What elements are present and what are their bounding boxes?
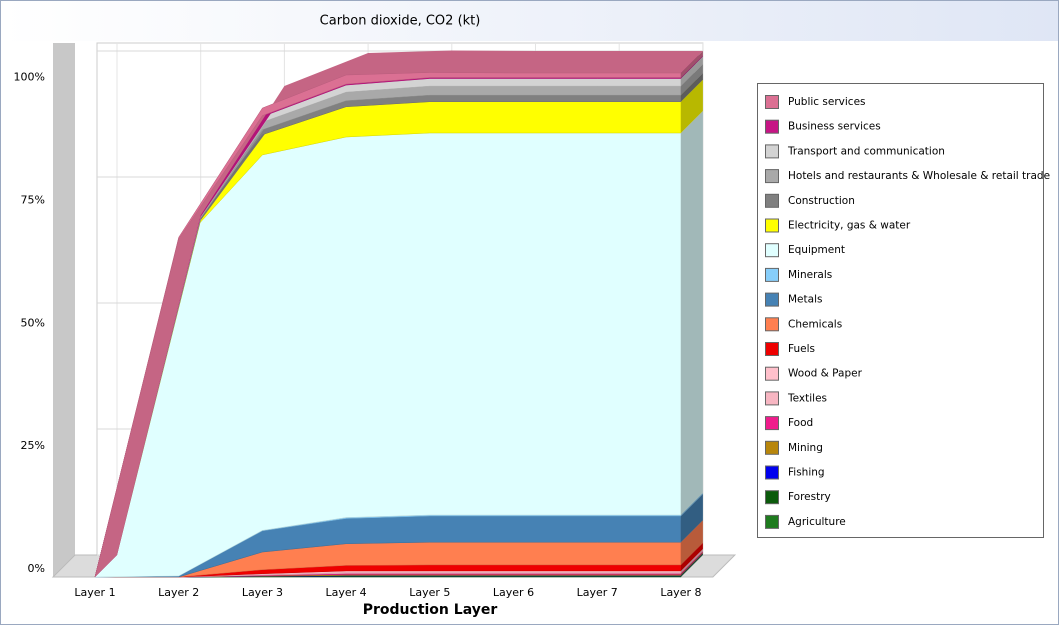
- area-side: [680, 548, 703, 573]
- y-tick-label: 0%: [28, 562, 45, 575]
- legend-swatch: [765, 144, 779, 159]
- legend-label: Mining: [788, 442, 823, 454]
- title-bar: [1, 1, 1058, 41]
- legend-swatch: [765, 366, 779, 381]
- x-tick-label: Layer 1: [74, 586, 115, 599]
- legend-swatch: [765, 465, 779, 480]
- legend-swatch: [765, 514, 779, 529]
- legend-label: Metals: [788, 294, 822, 306]
- legend-label: Forestry: [788, 491, 831, 503]
- y-tick-label: 75%: [21, 193, 45, 206]
- x-tick-label: Layer 6: [493, 586, 534, 599]
- chart-title: Carbon dioxide, CO2 (kt): [320, 14, 481, 29]
- legend-swatch: [765, 243, 779, 258]
- left-wall: [53, 43, 75, 577]
- y-tick-label: 25%: [21, 439, 45, 452]
- x-axis-title: Production Layer: [363, 602, 498, 618]
- x-tick-label: Layer 4: [326, 586, 367, 599]
- legend: [757, 83, 1044, 538]
- area-side: [680, 79, 703, 133]
- x-tick-label: Layer 7: [577, 586, 618, 599]
- x-tick-label: Layer 3: [242, 586, 283, 599]
- legend-label: Fuels: [788, 343, 815, 355]
- legend-swatch: [765, 193, 779, 208]
- x-tick-label: Layer 2: [158, 586, 199, 599]
- legend-label: Textiles: [787, 392, 827, 404]
- legend-label: Transport and communication: [787, 145, 945, 157]
- legend-swatch: [765, 267, 779, 282]
- x-tick-label: Layer 8: [660, 586, 701, 599]
- legend-swatch: [765, 416, 779, 431]
- area-side: [680, 494, 703, 543]
- area-side: [680, 551, 703, 575]
- y-tick-label: 50%: [21, 316, 45, 329]
- legend-label: Electricity, gas & water: [788, 220, 911, 232]
- legend-swatch: [765, 391, 779, 406]
- area-side: [680, 73, 703, 102]
- legend-swatch: [765, 440, 779, 455]
- area-side: [680, 51, 703, 78]
- area-side: [680, 550, 703, 574]
- legend-swatch: [765, 119, 779, 134]
- legend-label: Construction: [788, 195, 855, 207]
- legend-label: Public services: [788, 96, 866, 108]
- legend-swatch: [765, 95, 779, 109]
- area-side: [680, 552, 703, 576]
- legend-label: Minerals: [788, 269, 832, 281]
- legend-swatch: [765, 218, 779, 233]
- legend-label: Business services: [788, 121, 881, 133]
- area-side: [680, 542, 703, 571]
- area-side: [680, 554, 703, 577]
- legend-swatch: [765, 169, 779, 184]
- legend-label: Agriculture: [788, 516, 846, 528]
- legend-label: Equipment: [788, 244, 845, 256]
- legend-label: Wood & Paper: [788, 368, 863, 380]
- area-side: [680, 56, 703, 87]
- area-side: [680, 493, 703, 517]
- x-tick-label: Layer 5: [409, 586, 450, 599]
- legend-label: Fishing: [788, 467, 825, 479]
- area-side: [680, 553, 703, 576]
- area-side: [680, 55, 703, 79]
- legend-swatch: [765, 292, 779, 307]
- area-side: [680, 520, 703, 565]
- area-side: [680, 64, 703, 96]
- y-tick-label: 100%: [14, 71, 45, 84]
- legend-label: Food: [788, 417, 813, 429]
- legend-label: Chemicals: [788, 318, 842, 330]
- legend-swatch: [765, 342, 779, 356]
- legend-swatch: [765, 490, 779, 505]
- legend-label: Hotels and restaurants & Wholesale & ret…: [788, 170, 1050, 182]
- legend-swatch: [765, 317, 779, 332]
- area-side: [680, 110, 703, 516]
- area-side: [680, 553, 703, 577]
